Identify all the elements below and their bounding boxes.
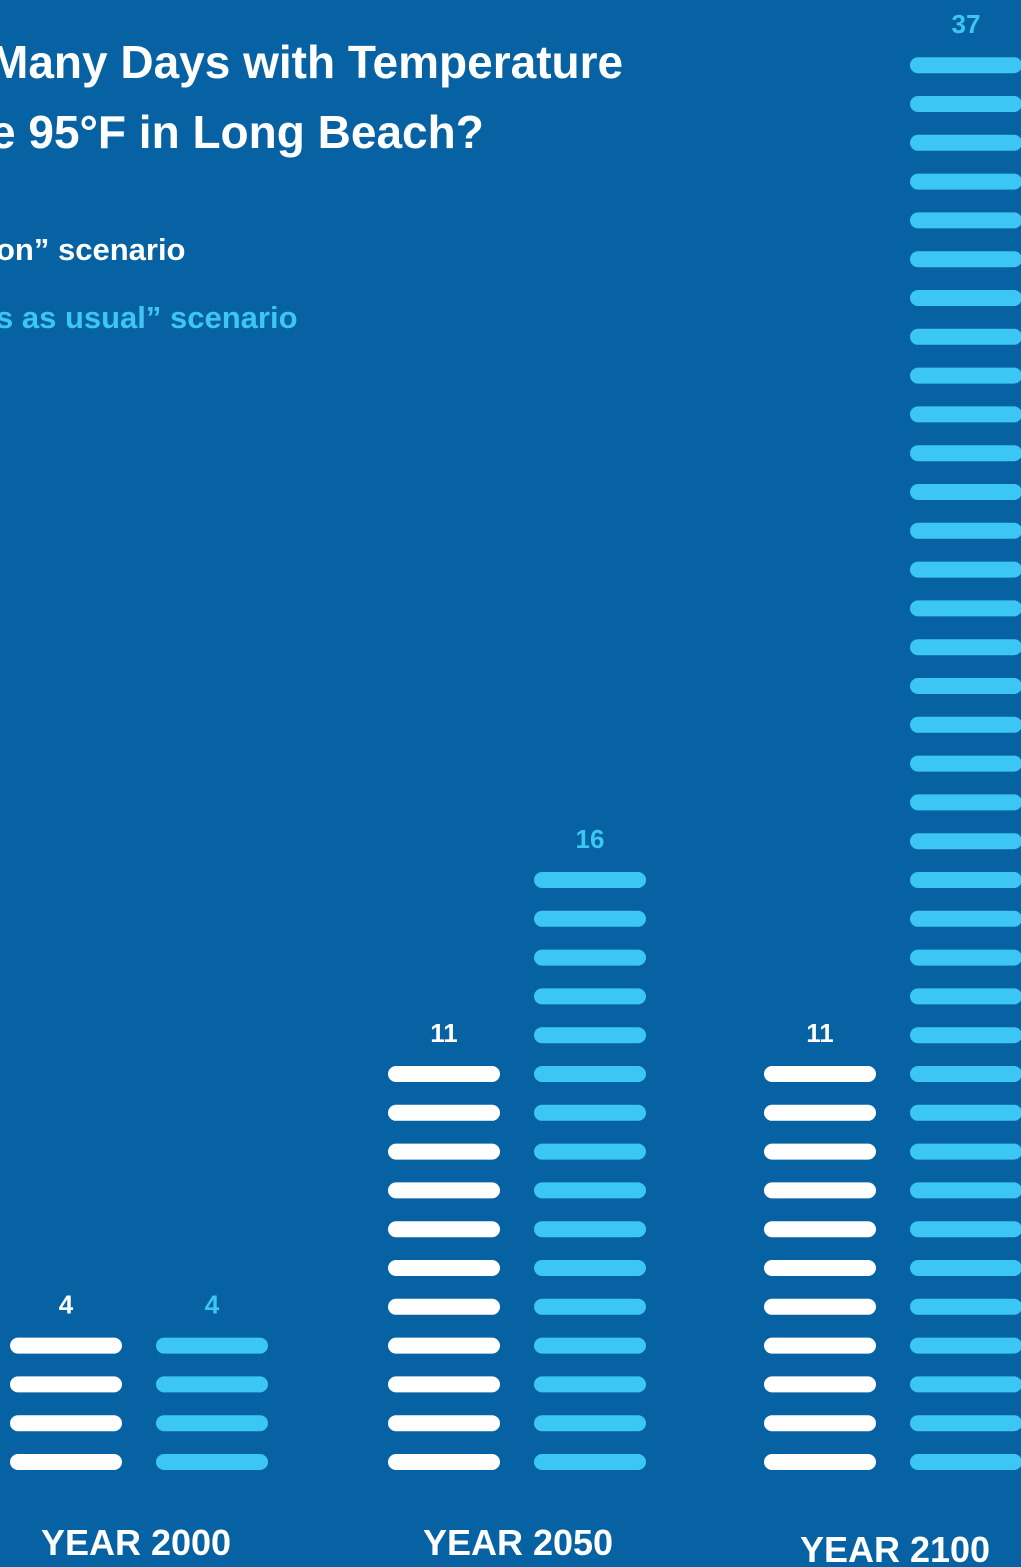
category-label: YEAR 2000 — [41, 1522, 231, 1563]
bar-dash-series-1 — [764, 1221, 876, 1238]
bar-dash-series-2 — [534, 910, 646, 927]
bar-dash-series-2 — [910, 1182, 1021, 1199]
value-label-series-2: 16 — [576, 824, 605, 854]
bar-dash-series-1 — [388, 1337, 500, 1354]
bar-dash-series-2 — [910, 755, 1021, 772]
bar-dash-series-2 — [910, 1143, 1021, 1160]
bar-dash-series-2 — [534, 1454, 646, 1470]
bar-dash-series-2 — [534, 988, 646, 1005]
value-label-series-2: 4 — [205, 1290, 220, 1320]
bar-dash-series-2 — [910, 872, 1021, 888]
bar-dash-series-2 — [534, 1260, 646, 1276]
bar-dash-series-2 — [910, 600, 1021, 617]
bar-dash-series-2 — [534, 1182, 646, 1199]
bar-dash-series-2 — [156, 1454, 268, 1470]
bar-dash-series-1 — [764, 1415, 876, 1432]
bar-dash-series-1 — [10, 1415, 122, 1432]
bar-dash-series-2 — [910, 639, 1021, 656]
bar-dash-series-2 — [534, 1337, 646, 1354]
bar-dash-series-2 — [910, 406, 1021, 423]
bar-dash-series-2 — [910, 1066, 1021, 1082]
bar-dash-series-2 — [910, 251, 1021, 268]
bar-dash-series-1 — [764, 1454, 876, 1470]
bar-dash-series-2 — [910, 212, 1021, 229]
bar-dash-series-2 — [910, 290, 1021, 306]
bar-dash-series-1 — [764, 1066, 876, 1082]
bar-dash-series-2 — [156, 1337, 268, 1354]
bar-dash-series-2 — [910, 1027, 1021, 1044]
bar-dash-series-2 — [156, 1415, 268, 1432]
value-label-series-2: 37 — [952, 9, 981, 39]
value-label-series-1: 4 — [59, 1290, 74, 1320]
bar-dash-series-2 — [910, 1454, 1021, 1470]
bar-dash-series-1 — [388, 1376, 500, 1393]
chart-title-line-2: e 95°F in Long Beach? — [0, 106, 484, 158]
bar-dash-series-2 — [910, 988, 1021, 1005]
bar-dash-series-1 — [764, 1298, 876, 1315]
bar-dash-series-2 — [534, 1298, 646, 1315]
bar-dash-series-2 — [156, 1376, 268, 1393]
bar-dash-series-1 — [388, 1298, 500, 1315]
bar-dash-series-2 — [910, 1376, 1021, 1393]
bar-dash-series-2 — [534, 1143, 646, 1160]
bar-dash-series-2 — [534, 1027, 646, 1044]
bar-dash-series-1 — [10, 1454, 122, 1470]
bar-dash-series-2 — [910, 1104, 1021, 1121]
bar-dash-series-2 — [534, 1104, 646, 1121]
legend-entry-series-2: s as usual” scenario — [0, 300, 298, 335]
bar-dash-series-2 — [534, 949, 646, 966]
bar-dash-series-1 — [764, 1376, 876, 1393]
value-label-series-1: 11 — [430, 1018, 458, 1048]
bar-dash-series-1 — [764, 1143, 876, 1160]
bar-dash-series-2 — [534, 1376, 646, 1393]
bar-dash-series-2 — [910, 910, 1021, 927]
bar-dash-series-2 — [910, 1337, 1021, 1354]
bar-dash-series-1 — [764, 1260, 876, 1276]
bar-dash-series-2 — [910, 134, 1021, 151]
category-label: YEAR 2050 — [423, 1522, 613, 1563]
bar-dash-series-1 — [388, 1104, 500, 1121]
bar-dash-series-1 — [388, 1260, 500, 1276]
value-label-series-1: 11 — [806, 1018, 834, 1048]
bar-dash-series-1 — [388, 1143, 500, 1160]
bar-dash-series-1 — [10, 1376, 122, 1393]
bar-dash-series-2 — [534, 1066, 646, 1082]
bar-dash-series-2 — [534, 872, 646, 888]
bar-dash-series-2 — [910, 678, 1021, 694]
bar-dash-series-2 — [534, 1415, 646, 1432]
bar-dash-series-2 — [910, 484, 1021, 500]
bar-dash-series-1 — [388, 1182, 500, 1199]
bar-dash-series-2 — [910, 1260, 1021, 1276]
bar-dash-series-2 — [910, 328, 1021, 345]
chart-title-line-1: Many Days with Temperature — [0, 36, 624, 88]
bar-dash-series-1 — [388, 1454, 500, 1470]
bar-dash-series-2 — [910, 367, 1021, 384]
bar-dash-series-2 — [910, 949, 1021, 966]
category-label: YEAR 2100 — [800, 1529, 990, 1567]
bar-dash-series-2 — [910, 716, 1021, 733]
bar-dash-series-1 — [388, 1066, 500, 1082]
bar-dash-series-2 — [910, 1298, 1021, 1315]
bar-dash-series-2 — [910, 522, 1021, 539]
bar-dash-series-2 — [910, 96, 1021, 112]
bar-dash-series-2 — [910, 1221, 1021, 1238]
bar-dash-series-1 — [388, 1415, 500, 1432]
bar-dash-series-2 — [534, 1221, 646, 1238]
bar-dash-series-1 — [764, 1182, 876, 1199]
bar-dash-series-2 — [910, 833, 1021, 850]
bar-dash-series-1 — [764, 1104, 876, 1121]
bar-dash-series-2 — [910, 445, 1021, 462]
bar-dash-series-2 — [910, 561, 1021, 578]
bar-dash-series-1 — [388, 1221, 500, 1238]
bar-dash-series-2 — [910, 57, 1021, 74]
bar-dash-series-2 — [910, 794, 1021, 811]
bar-dash-series-2 — [910, 173, 1021, 190]
bar-dash-series-2 — [910, 1415, 1021, 1432]
legend-entry-series-1: on” scenario — [0, 232, 186, 267]
bar-dash-series-1 — [764, 1337, 876, 1354]
bar-dash-series-1 — [10, 1337, 122, 1354]
